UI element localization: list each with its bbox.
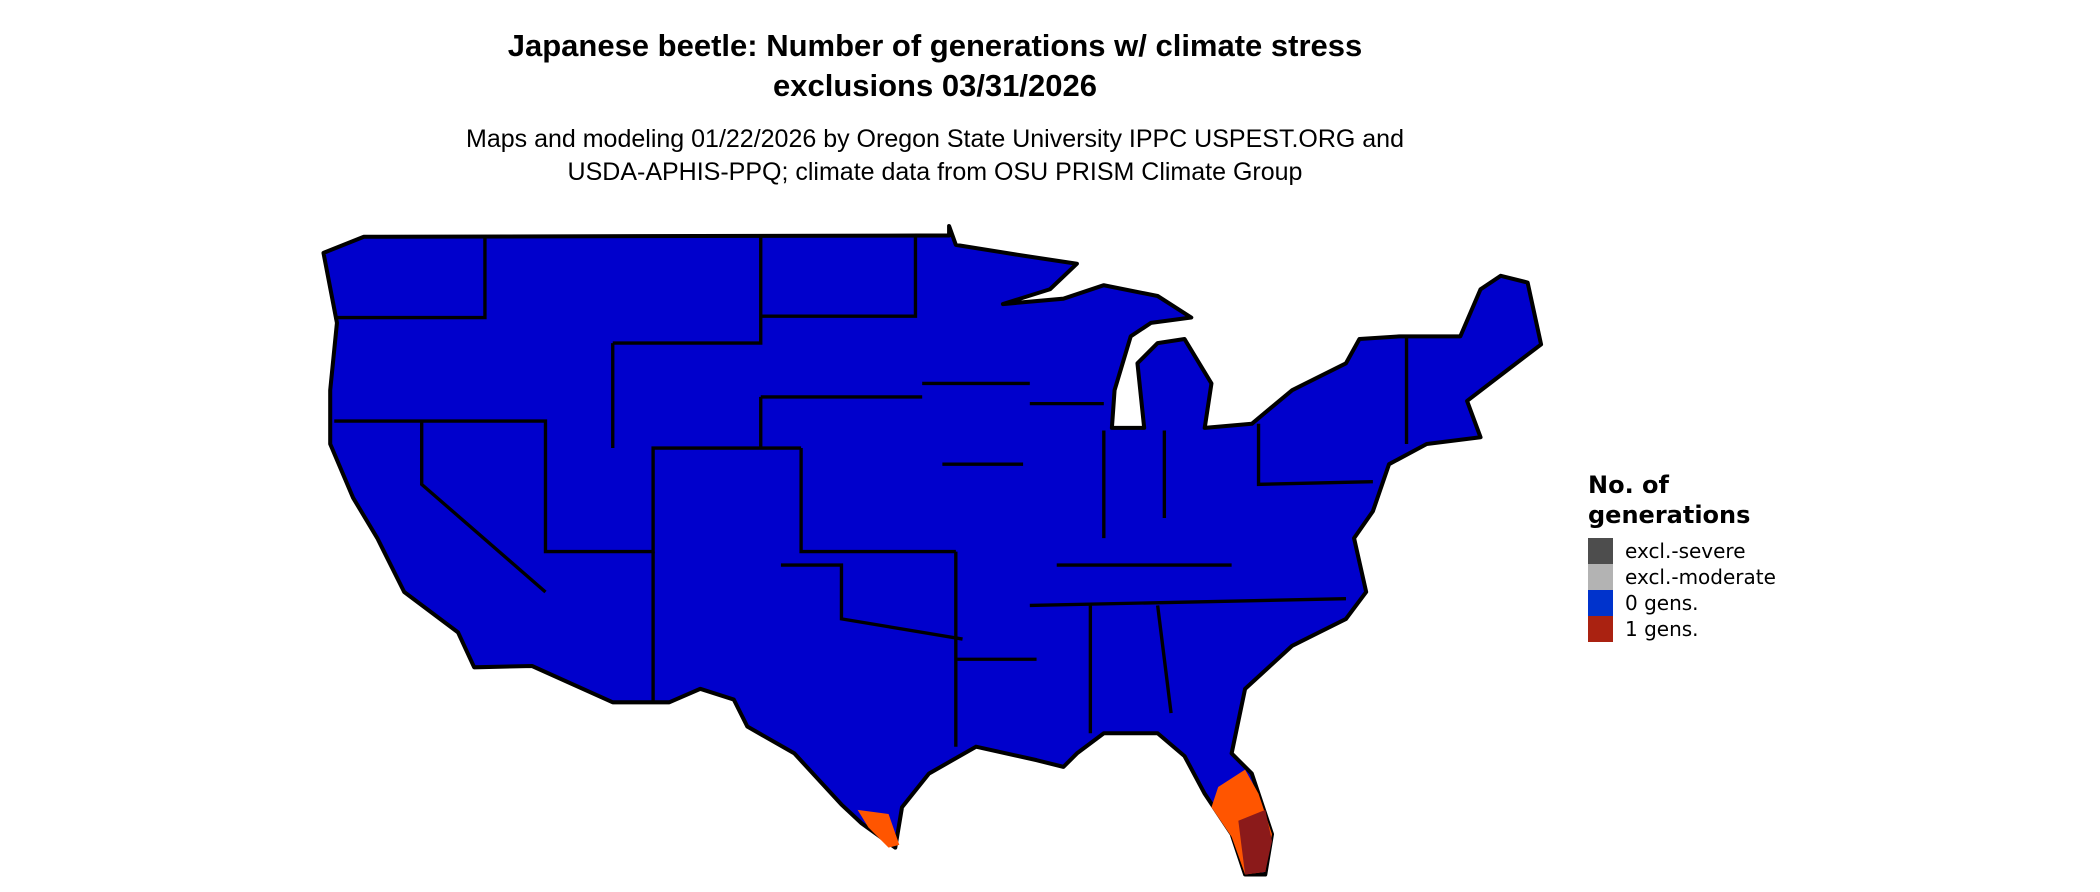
legend-title-line-2: generations [1588,501,1751,529]
map-title-line-1: Japanese beetle: Number of generations w… [507,28,1363,63]
legend-label: 0 gens. [1625,591,1699,615]
texas-hot-area [857,809,900,848]
florida-warmest-area [1238,809,1272,875]
legend-swatch [1588,590,1613,616]
legend-item-excl-severe: excl.-severe [1588,538,1776,564]
map-subtitle-line-1: Maps and modeling 01/22/2026 by Oregon S… [466,125,1404,153]
legend-item-1-gens: 1 gens. [1588,616,1776,642]
legend-swatch [1588,564,1613,590]
state-borders [334,235,1409,747]
legend-label: excl.-severe [1625,539,1746,563]
legend-swatch [1588,616,1613,642]
legend-label: excl.-moderate [1625,565,1776,589]
legend: No. of generations excl.-severe excl.-mo… [1588,470,1776,642]
legend-swatch [1588,538,1613,564]
map-title-line-2: exclusions 03/31/2026 [772,68,1097,103]
legend-item-excl-moderate: excl.-moderate [1588,564,1776,590]
map-subtitle-line-2: USDA-APHIS-PPQ; climate data from OSU PR… [567,158,1303,186]
legend-label: 1 gens. [1625,617,1699,641]
legend-title-line-1: No. of [1588,471,1669,499]
legend-item-0-gens: 0 gens. [1588,590,1776,616]
